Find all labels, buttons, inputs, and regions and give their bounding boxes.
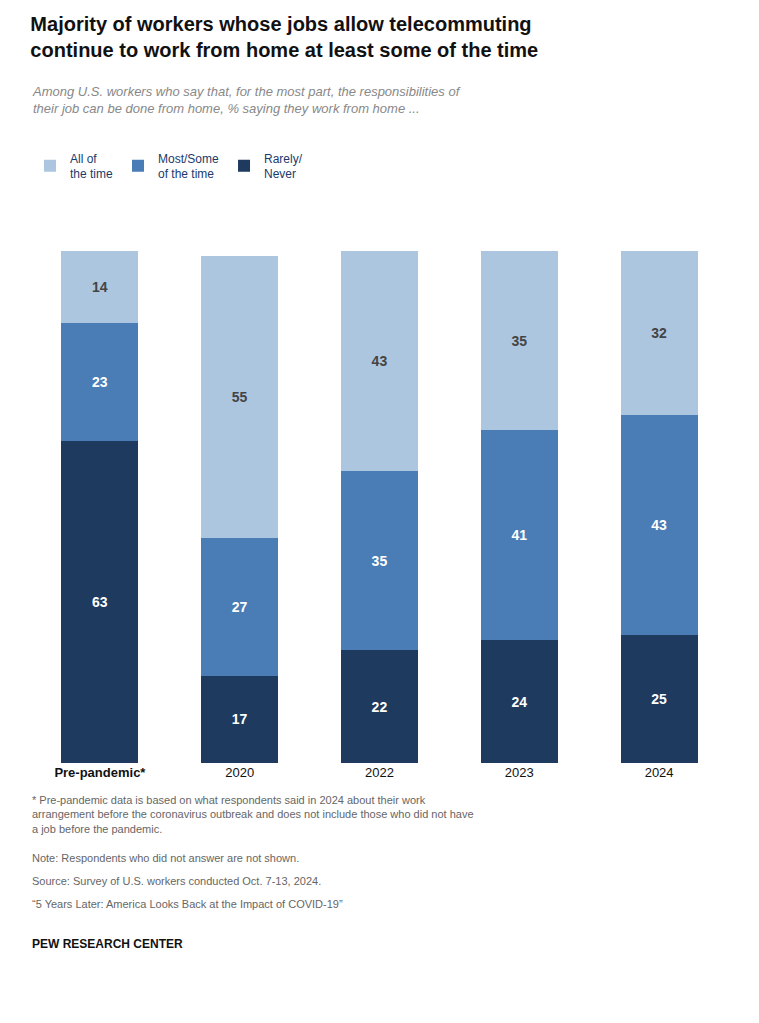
- svg-text:2022: 2022: [365, 765, 394, 780]
- svg-text:“5 Years Later: America Looks: “5 Years Later: America Looks Back at th…: [32, 898, 343, 910]
- svg-text:2024: 2024: [645, 765, 674, 780]
- svg-text:Rarely/Never: Rarely/Never: [264, 152, 303, 182]
- svg-text:24: 24: [511, 694, 527, 710]
- svg-text:2023: 2023: [505, 765, 534, 780]
- svg-text:43: 43: [372, 353, 388, 369]
- svg-text:43: 43: [651, 517, 667, 533]
- svg-text:25: 25: [651, 691, 667, 707]
- svg-text:32: 32: [651, 325, 667, 341]
- svg-text:14: 14: [92, 279, 108, 295]
- svg-text:2020: 2020: [225, 765, 254, 780]
- svg-text:22: 22: [372, 699, 388, 715]
- svg-text:Among U.S. workers who say tha: Among U.S. workers who say that, for the…: [32, 84, 461, 116]
- svg-text:Majority of workers whose jobs: Majority of workers whose jobs allow tel…: [30, 13, 538, 61]
- svg-text:35: 35: [372, 553, 388, 569]
- svg-text:Source: Survey of U.S. workers: Source: Survey of U.S. workers conducted…: [32, 875, 321, 887]
- svg-text:* Pre-pandemic data is based o: * Pre-pandemic data is based on what res…: [32, 794, 474, 835]
- svg-text:23: 23: [92, 374, 108, 390]
- svg-text:63: 63: [92, 594, 108, 610]
- svg-text:All ofthe time: All ofthe time: [70, 152, 113, 182]
- svg-text:41: 41: [511, 527, 527, 543]
- svg-text:17: 17: [232, 711, 248, 727]
- svg-text:Most/Someof the time: Most/Someof the time: [158, 152, 219, 182]
- svg-text:Pre-pandemic*: Pre-pandemic*: [54, 765, 146, 780]
- svg-text:PEW RESEARCH CENTER: PEW RESEARCH CENTER: [32, 937, 183, 951]
- svg-text:27: 27: [232, 599, 248, 615]
- svg-text:Note: Respondents who did not: Note: Respondents who did not answer are…: [32, 852, 299, 864]
- svg-text:55: 55: [232, 389, 248, 405]
- svg-text:35: 35: [511, 333, 527, 349]
